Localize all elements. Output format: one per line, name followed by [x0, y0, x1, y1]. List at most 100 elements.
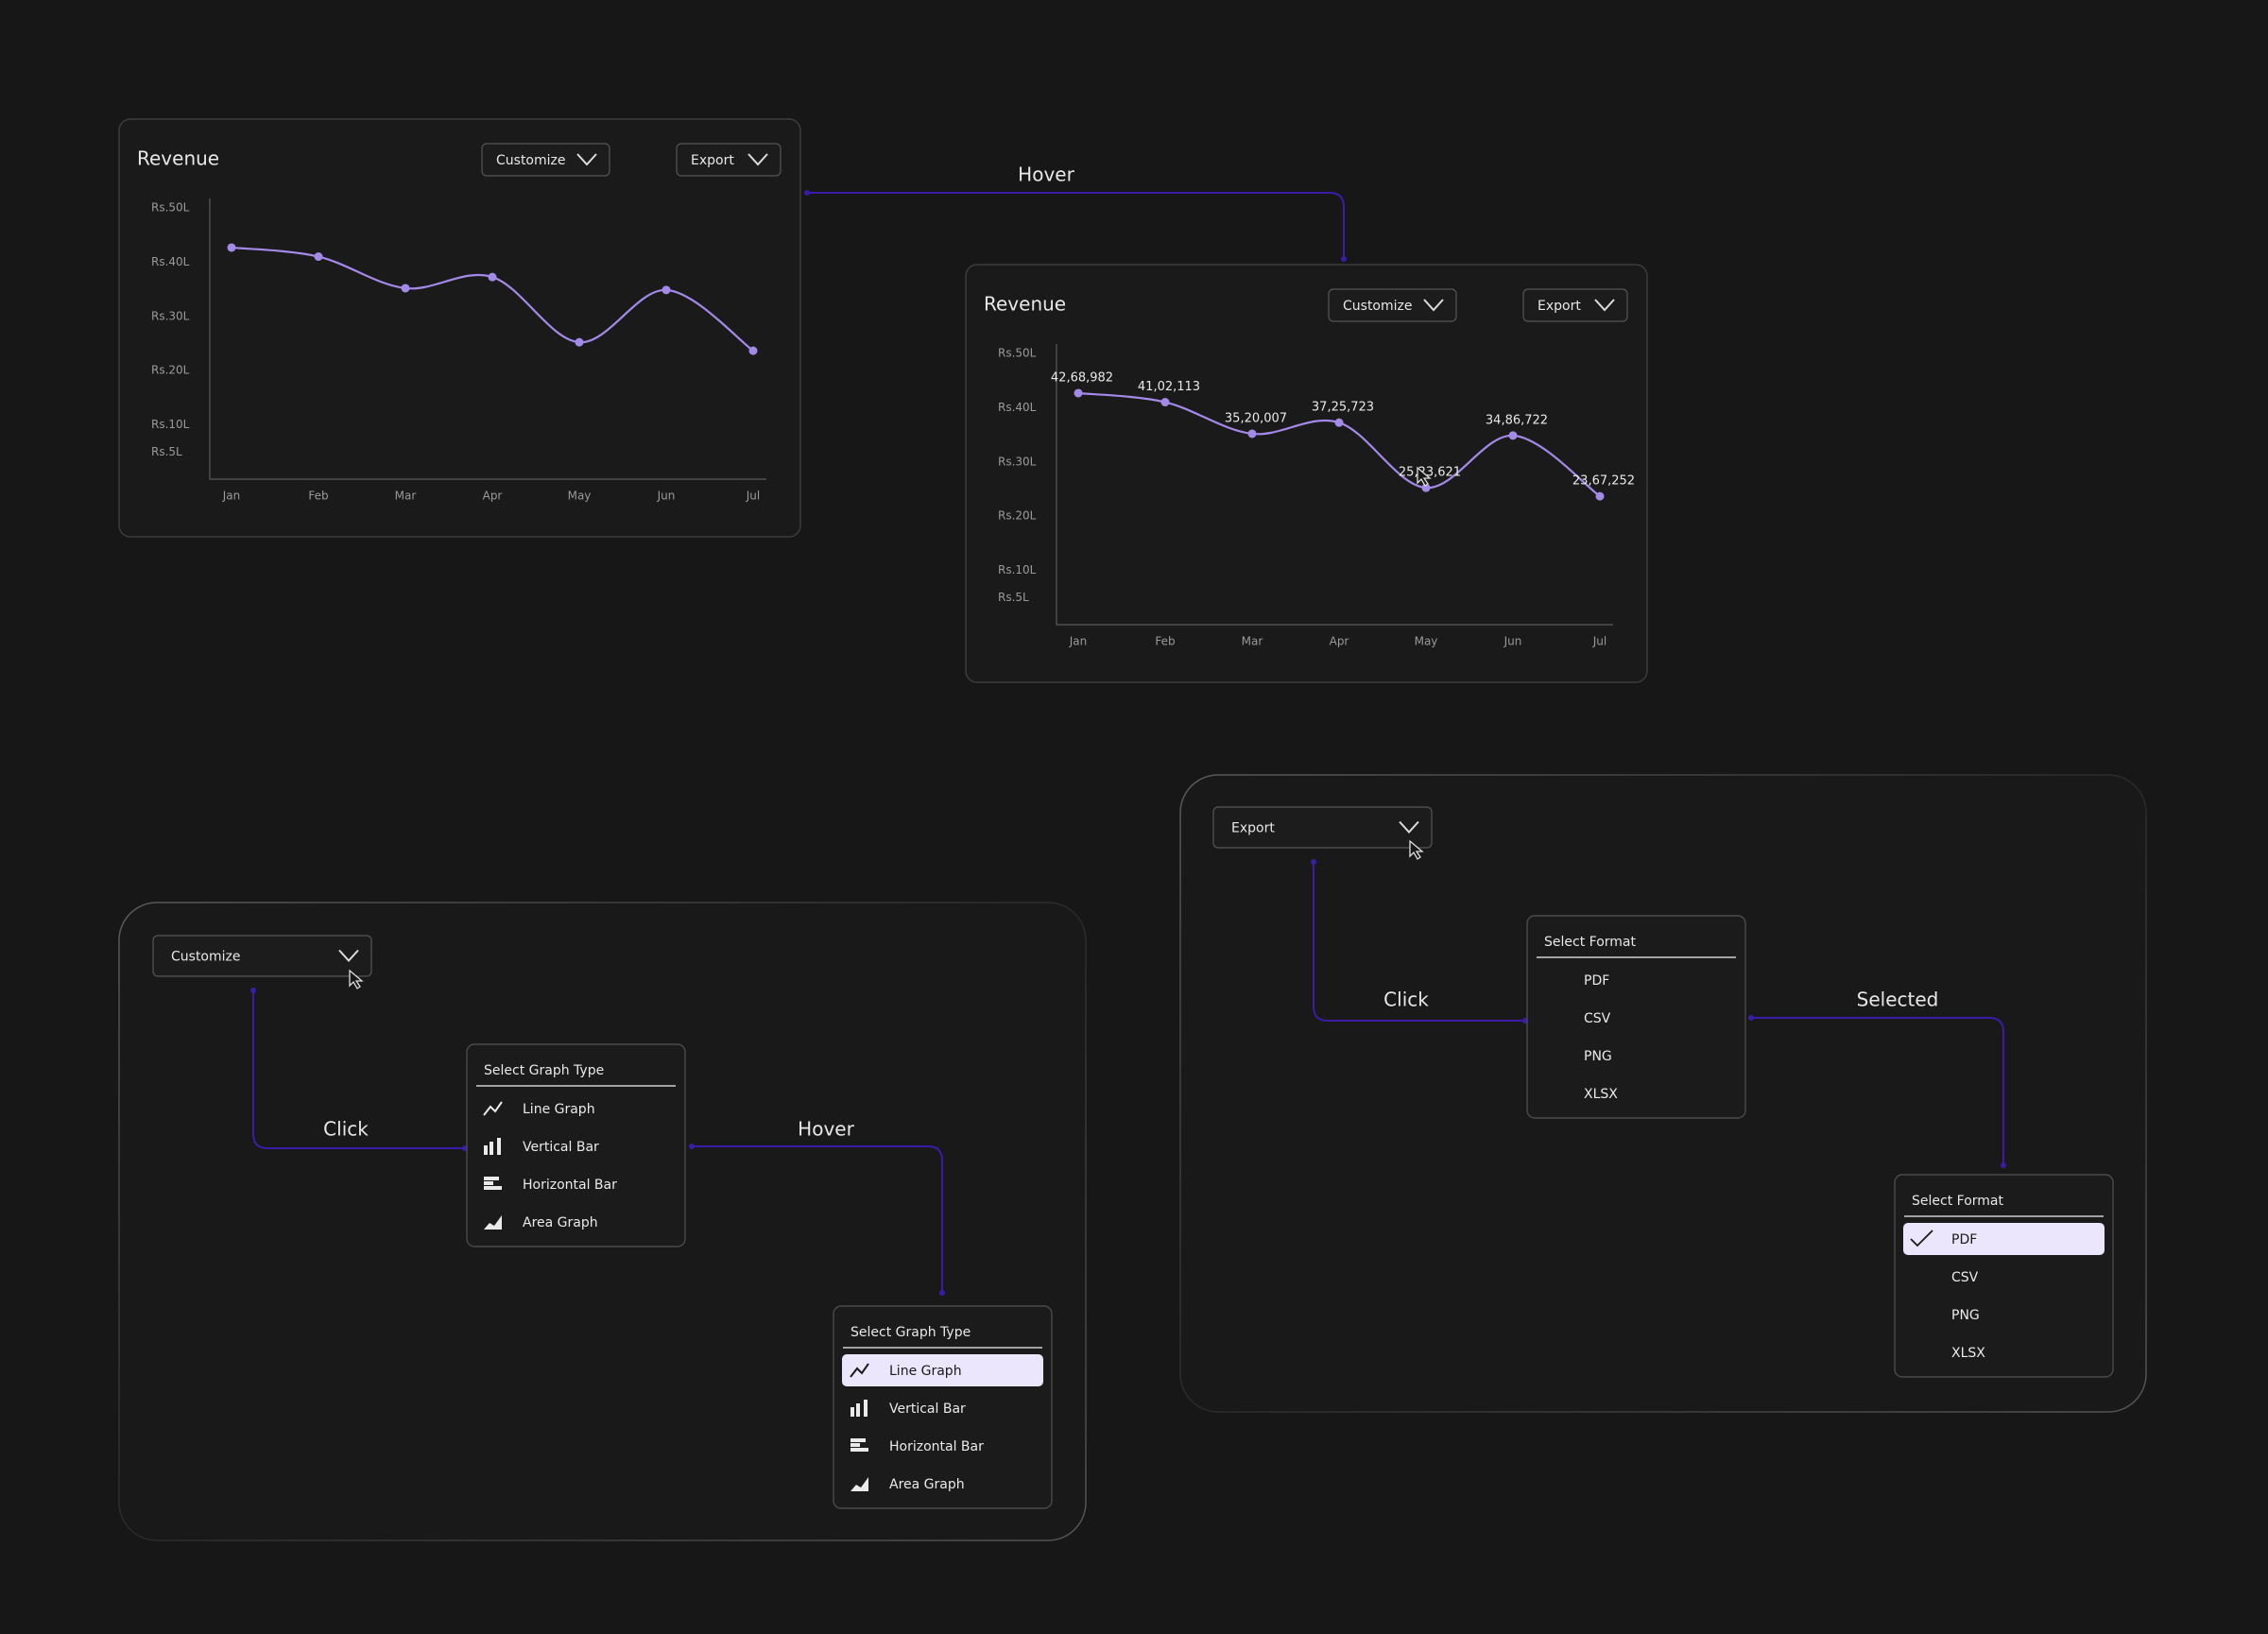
connector	[1751, 1017, 2004, 1165]
x-tick-label: Jun	[1503, 635, 1522, 648]
connector	[692, 1145, 943, 1293]
checkmark	[1910, 1230, 1933, 1247]
data-label: 35,20,007	[1225, 411, 1287, 425]
point[interactable]	[748, 346, 758, 355]
dropdown-menu: Select Graph Type Line Graph Vertical Bar H…	[466, 1043, 686, 1247]
flow-label: Hover	[1018, 163, 1074, 186]
item-highlight	[1903, 1223, 2105, 1255]
icon	[497, 1138, 501, 1155]
point[interactable]	[1334, 418, 1344, 427]
y-tick-label: Rs.40L	[998, 401, 1037, 414]
item-label: CSV	[1951, 1270, 1979, 1285]
dot	[2001, 1162, 2006, 1168]
dropdown-button[interactable]: Customize	[481, 143, 610, 177]
dropdown-button[interactable]: Export	[1522, 288, 1628, 322]
x-tick-label: Mar	[395, 490, 417, 503]
menu-frame	[1526, 915, 1746, 1119]
item-label: Line Graph	[889, 1364, 962, 1379]
icon	[484, 1145, 488, 1155]
data-label: 23,67,252	[1572, 474, 1635, 489]
menu-item[interactable]: Line Graph	[842, 1354, 1043, 1386]
chevron	[576, 153, 597, 166]
menu-item[interactable]: PDF	[1903, 1223, 2105, 1255]
icon	[850, 1448, 868, 1452]
menu-title: Select Format	[1544, 935, 1636, 950]
menu-item[interactable]: Vertical Bar	[850, 1400, 966, 1417]
data-label: 25,23,621	[1399, 466, 1461, 480]
y-tick-label: Rs.20L	[998, 509, 1037, 523]
item-label: Vertical Bar	[889, 1402, 966, 1417]
chart-title: Revenue	[984, 293, 1066, 316]
point[interactable]	[227, 243, 236, 252]
axis	[1056, 344, 1613, 626]
dot	[1341, 256, 1347, 262]
icon	[850, 1443, 860, 1447]
point[interactable]	[575, 337, 584, 347]
icon	[483, 1101, 503, 1116]
menu-item[interactable]: CSV	[1584, 1011, 1611, 1026]
item-label: CSV	[1584, 1011, 1611, 1026]
card-frame	[118, 118, 801, 538]
x-tick-label: May	[568, 490, 592, 503]
dot	[804, 190, 810, 196]
menu-item[interactable]: PDF	[1584, 973, 1609, 989]
cursor	[1409, 839, 1424, 860]
menu-title: Select Graph Type	[850, 1325, 971, 1340]
point[interactable]	[1074, 388, 1083, 398]
connector-dots	[250, 190, 2006, 1296]
point[interactable]	[488, 272, 497, 282]
x-tick-label: Apr	[1330, 635, 1349, 648]
connector	[807, 192, 1345, 259]
menu-item[interactable]: Area Graph	[850, 1477, 965, 1492]
menu-item[interactable]: Horizontal Bar	[850, 1438, 984, 1454]
icon	[850, 1363, 869, 1378]
dropdown-button[interactable]: Customize	[1328, 288, 1457, 322]
point[interactable]	[1508, 431, 1518, 440]
y-tick-label: Rs.50L	[151, 201, 190, 215]
button-label: Customize	[171, 950, 241, 965]
connectors	[252, 192, 2004, 1293]
icon	[850, 1407, 854, 1417]
item-label: Line Graph	[523, 1102, 595, 1117]
menu-item[interactable]: XLSX	[1951, 1346, 1985, 1361]
item-label: Area Graph	[889, 1477, 965, 1492]
y-tick-label: Rs.10L	[998, 563, 1037, 576]
point[interactable]	[314, 252, 323, 262]
flow-label: Hover	[798, 1118, 854, 1141]
card-frame	[965, 264, 1648, 683]
dot	[250, 988, 256, 993]
icon	[484, 1186, 502, 1190]
point[interactable]	[1247, 429, 1257, 439]
button-frame	[1522, 288, 1628, 322]
menu-item[interactable]: Line Graph	[483, 1101, 595, 1117]
dropdown-button[interactable]: Customize	[152, 935, 372, 977]
dropdown-button[interactable]: Export	[1212, 806, 1433, 849]
menu-title: Select Graph Type	[484, 1063, 604, 1078]
x-tick-label: May	[1415, 635, 1438, 648]
icon	[850, 1477, 868, 1491]
item-label: PDF	[1584, 973, 1609, 989]
menu-item[interactable]: XLSX	[1584, 1087, 1618, 1102]
menu-item[interactable]: PNG	[1584, 1049, 1612, 1064]
item-label: XLSX	[1584, 1087, 1618, 1102]
point[interactable]	[662, 285, 671, 295]
menu-item[interactable]: Vertical Bar	[484, 1138, 599, 1155]
item-highlight	[842, 1354, 1043, 1386]
point[interactable]	[1421, 483, 1431, 492]
icon	[490, 1142, 493, 1155]
dropdown-button[interactable]: Export	[676, 143, 782, 177]
menu-item[interactable]: Area Graph	[484, 1215, 598, 1230]
menu-item[interactable]: Horizontal Bar	[484, 1177, 617, 1193]
y-tick-label: Rs.40L	[151, 255, 190, 268]
button-label: Export	[1231, 821, 1275, 836]
point[interactable]	[1595, 491, 1605, 501]
point[interactable]	[401, 284, 410, 293]
menu-item[interactable]: PNG	[1951, 1308, 1980, 1323]
item-label: PDF	[1951, 1232, 1977, 1247]
menu-item[interactable]: CSV	[1951, 1270, 1979, 1285]
point[interactable]	[1160, 398, 1170, 407]
dropdown-menu: Select Format PDF CSV PNG XLSX	[1526, 915, 1746, 1119]
axis	[209, 198, 766, 480]
cursor	[1417, 466, 1432, 487]
